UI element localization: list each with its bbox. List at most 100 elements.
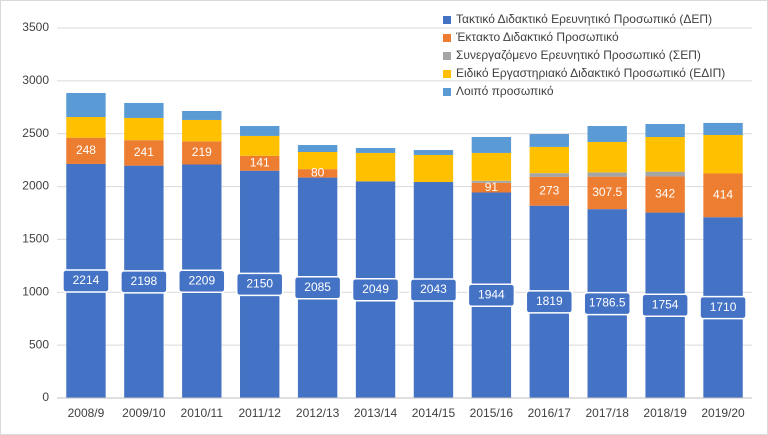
bar-segment	[587, 176, 627, 210]
bar-segment	[703, 134, 743, 174]
bar-segment	[66, 93, 106, 118]
label-box	[641, 293, 689, 318]
legend-label: Έκτακτο Διδακτικό Προσωπικό	[455, 30, 619, 44]
bar-segment	[529, 146, 569, 174]
bar-segment	[587, 125, 627, 142]
data-label: 2049	[362, 282, 389, 296]
data-label: 342	[655, 187, 675, 201]
bar-segment	[413, 154, 454, 183]
legend-swatch	[443, 88, 451, 96]
label-box	[467, 283, 516, 307]
y-tick-label: 1500	[22, 232, 49, 246]
x-tick-label: 2019/20	[701, 406, 745, 420]
x-tick-label: 2012/13	[296, 406, 340, 420]
bar-segment	[124, 117, 164, 141]
legend-swatch	[443, 70, 451, 78]
x-tick-label: 2009/10	[122, 406, 166, 420]
bar-segment	[703, 173, 743, 218]
bar-segment	[645, 176, 685, 213]
bar-segment	[297, 169, 338, 178]
legend-label: Συνεργαζόμενο Ερευνητικό Προσωπικό (ΣΕΠ)	[456, 48, 701, 62]
legend-label: Ειδικό Εργαστηριακό Διδακτικό Προσωπικό …	[456, 66, 725, 80]
legend-label: Τακτικό Διδακτικό Ερευνητικό Προσωπικό (…	[456, 12, 712, 26]
data-label: 80	[311, 166, 325, 180]
data-label: 1710	[710, 300, 737, 314]
y-tick-label: 0	[42, 390, 49, 404]
data-label: 273	[539, 183, 559, 197]
data-label: 2043	[420, 282, 447, 296]
y-tick-label: 3500	[22, 20, 49, 34]
label-box	[293, 276, 342, 300]
y-tick-label: 2000	[22, 179, 49, 193]
data-label: 1754	[652, 297, 679, 311]
bar-segment	[471, 136, 512, 153]
bar-segment	[66, 117, 106, 138]
y-tick-label: 500	[29, 337, 49, 351]
bar-segment	[355, 147, 396, 153]
bar-segment	[529, 134, 569, 147]
data-label: 2198	[131, 274, 158, 288]
data-label: 414	[713, 188, 733, 202]
data-label: 1819	[536, 294, 563, 308]
label-box	[699, 295, 747, 320]
x-tick-label: 2015/16	[470, 406, 514, 420]
data-label: 91	[485, 180, 499, 194]
data-label: 1944	[478, 287, 505, 301]
y-tick-label: 3000	[22, 73, 49, 87]
x-tick-label: 2013/14	[354, 406, 398, 420]
x-tick-label: 2008/9	[68, 406, 105, 420]
data-label: 219	[192, 145, 212, 159]
bar-segment	[471, 180, 512, 183]
y-tick-label: 1000	[22, 284, 49, 298]
label-box	[62, 269, 110, 293]
x-tick-label: 2014/15	[412, 406, 456, 420]
bar-segment	[645, 171, 685, 177]
legend-swatch	[443, 16, 451, 24]
bar-segment	[66, 137, 106, 164]
bar-segment	[297, 145, 338, 153]
x-tick-label: 2011/12	[238, 406, 281, 420]
bar-segment	[297, 152, 338, 170]
data-label: 141	[250, 155, 270, 169]
x-tick-label: 2018/19	[643, 406, 687, 420]
bar-segment	[124, 102, 164, 118]
bar-segment	[182, 119, 222, 142]
data-label: 307.5	[592, 185, 622, 199]
bar-segment	[645, 123, 685, 137]
bar-segment	[529, 173, 569, 177]
bar-segment	[240, 155, 280, 171]
bar-segment	[703, 122, 743, 135]
label-box	[351, 277, 400, 302]
bar-segment	[124, 140, 164, 166]
data-label: 2209	[188, 273, 215, 287]
data-label: 2150	[246, 277, 273, 291]
bar-segment	[587, 172, 627, 177]
bar-segment	[182, 110, 222, 120]
label-box	[525, 290, 574, 314]
legend-swatch	[443, 52, 451, 60]
bar-segment	[587, 141, 627, 173]
bar-segment	[529, 176, 569, 206]
x-tick-label: 2016/17	[528, 406, 572, 420]
label-box	[235, 272, 284, 297]
label-box	[409, 278, 458, 302]
bar-segment	[240, 135, 280, 156]
data-label: 248	[76, 143, 96, 157]
bar-segment	[182, 141, 222, 165]
label-box	[178, 269, 226, 293]
label-box	[583, 291, 631, 316]
legend-label: Λοιπό προσωπικό	[456, 84, 554, 98]
bar-segment	[471, 182, 512, 193]
x-tick-label: 2017/18	[586, 406, 630, 420]
x-tick-label: 2010/11	[181, 406, 224, 420]
bar-segment	[471, 152, 512, 181]
label-box	[120, 270, 168, 294]
legend-swatch	[443, 34, 451, 42]
bar-segment	[355, 152, 396, 182]
data-label: 2214	[73, 273, 100, 287]
y-tick-label: 2500	[22, 126, 49, 140]
bar-segment	[240, 125, 280, 136]
data-label: 2085	[304, 280, 331, 294]
bar-segment	[413, 149, 454, 155]
